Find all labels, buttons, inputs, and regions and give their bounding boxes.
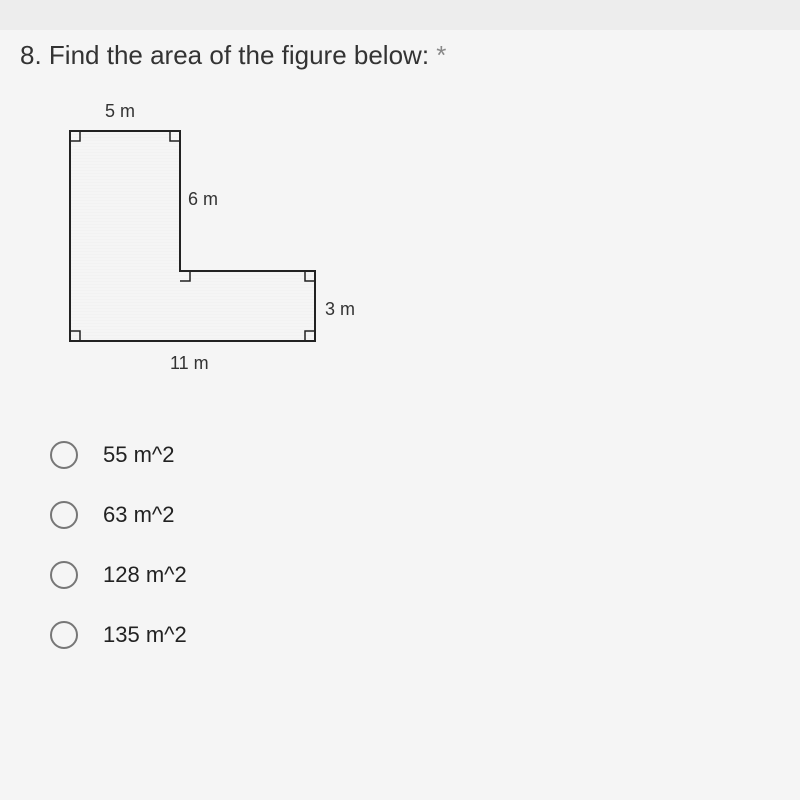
option-label: 135 m^2 (103, 622, 187, 648)
dimension-label: 3 m (325, 299, 355, 320)
l-shape-svg (50, 101, 390, 381)
question-text: 8. Find the area of the figure below: * (0, 30, 800, 101)
option-row[interactable]: 135 m^2 (50, 621, 800, 649)
radio-icon[interactable] (50, 501, 78, 529)
dimension-label: 6 m (188, 189, 218, 210)
figure: 5 m 6 m 3 m 11 m (50, 101, 390, 401)
answer-options: 55 m^2 63 m^2 128 m^2 135 m^2 (0, 441, 800, 649)
option-label: 55 m^2 (103, 442, 174, 468)
quiz-page: 8. Find the area of the figure below: * … (0, 0, 800, 800)
dimension-label: 5 m (105, 101, 135, 122)
option-row[interactable]: 63 m^2 (50, 501, 800, 529)
radio-icon[interactable] (50, 621, 78, 649)
top-bar (0, 0, 800, 30)
required-asterisk: * (436, 40, 446, 70)
question-number: 8. (20, 40, 42, 70)
radio-icon[interactable] (50, 561, 78, 589)
option-label: 128 m^2 (103, 562, 187, 588)
radio-icon[interactable] (50, 441, 78, 469)
dimension-label: 11 m (170, 353, 209, 374)
question-prompt: Find the area of the figure below: (49, 40, 429, 70)
option-label: 63 m^2 (103, 502, 174, 528)
option-row[interactable]: 55 m^2 (50, 441, 800, 469)
option-row[interactable]: 128 m^2 (50, 561, 800, 589)
